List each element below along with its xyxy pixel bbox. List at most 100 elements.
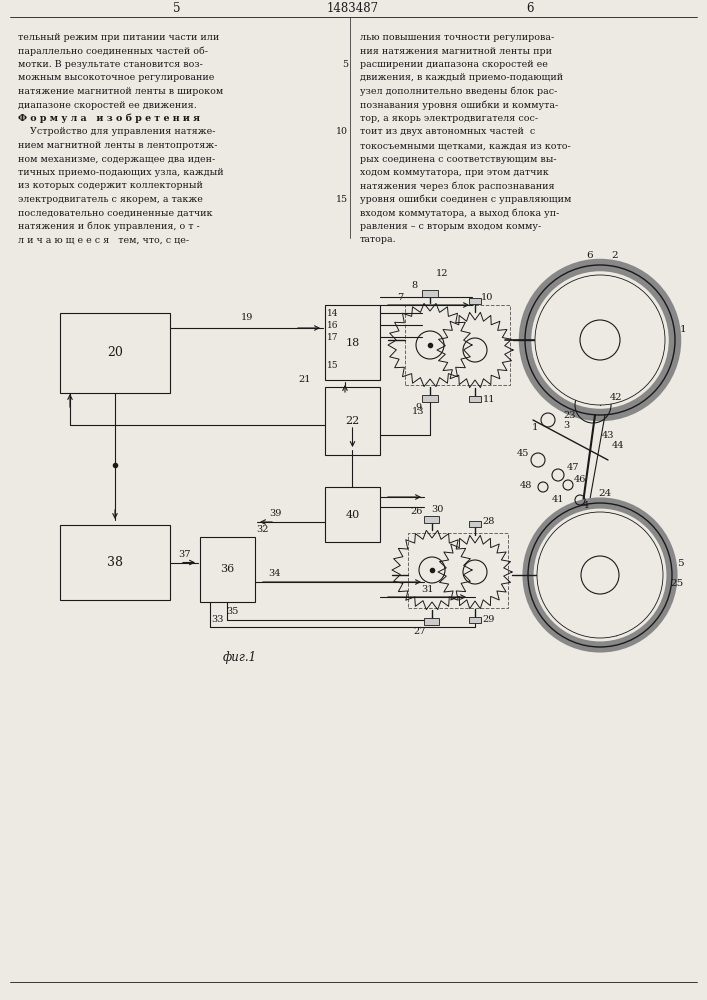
- Text: 9: 9: [415, 403, 421, 412]
- Bar: [325, 487, 380, 542]
- Text: 22: 22: [346, 416, 360, 426]
- Text: 38: 38: [107, 556, 123, 569]
- Text: 28: 28: [483, 518, 495, 526]
- Text: познавания уровня ошибки и коммута-: познавания уровня ошибки и коммута-: [360, 100, 559, 110]
- Text: 40: 40: [346, 510, 360, 520]
- Text: 7: 7: [397, 292, 403, 302]
- Bar: [469, 521, 481, 527]
- Text: 42: 42: [609, 392, 622, 401]
- Text: 5: 5: [677, 558, 683, 568]
- Text: натяжения через блок распознавания: натяжения через блок распознавания: [360, 181, 554, 191]
- Text: татора.: татора.: [360, 235, 397, 244]
- Bar: [469, 396, 481, 402]
- Text: 10: 10: [481, 294, 493, 302]
- Text: 25: 25: [670, 578, 684, 587]
- Bar: [424, 618, 439, 625]
- Text: 4: 4: [583, 500, 589, 510]
- Text: последовательно соединенные датчик: последовательно соединенные датчик: [18, 209, 213, 218]
- Text: 35: 35: [226, 607, 239, 616]
- Text: 19: 19: [241, 314, 254, 322]
- Text: 10: 10: [336, 127, 348, 136]
- Text: 33: 33: [212, 615, 224, 624]
- Text: 34: 34: [269, 570, 281, 578]
- Text: 32: 32: [257, 526, 269, 534]
- Text: 48: 48: [520, 481, 532, 489]
- Text: фиг.1: фиг.1: [223, 652, 257, 664]
- Text: нием магнитной ленты в лентопротяж-: нием магнитной ленты в лентопротяж-: [18, 141, 218, 150]
- Text: 5: 5: [173, 2, 181, 15]
- Bar: [60, 313, 170, 393]
- Circle shape: [535, 275, 665, 405]
- Text: входом коммутатора, а выход блока уп-: входом коммутатора, а выход блока уп-: [360, 208, 559, 218]
- Text: 27: 27: [414, 628, 426, 637]
- Text: диапазоне скоростей ее движения.: диапазоне скоростей ее движения.: [18, 101, 197, 109]
- Text: тор, а якорь электродвигателя сос-: тор, а якорь электродвигателя сос-: [360, 114, 538, 123]
- Text: узел дополнительно введены блок рас-: узел дополнительно введены блок рас-: [360, 87, 557, 96]
- Text: равления – с вторым входом комму-: равления – с вторым входом комму-: [360, 222, 542, 231]
- Text: уровня ошибки соединен с управляющим: уровня ошибки соединен с управляющим: [360, 195, 571, 204]
- Text: 15: 15: [327, 361, 339, 370]
- Text: 39: 39: [269, 510, 281, 518]
- Text: 21: 21: [299, 374, 311, 383]
- Text: 37: 37: [179, 550, 192, 559]
- Text: 17: 17: [327, 332, 339, 342]
- Text: 6: 6: [587, 250, 593, 259]
- Text: 1: 1: [679, 326, 686, 334]
- Bar: [422, 395, 438, 402]
- Text: расширении диапазона скоростей ее: расширении диапазона скоростей ее: [360, 60, 548, 69]
- Bar: [405, 305, 510, 385]
- Text: 13: 13: [411, 408, 424, 416]
- Bar: [60, 525, 170, 600]
- Text: 11: 11: [483, 395, 495, 404]
- Circle shape: [537, 512, 663, 638]
- Text: 43: 43: [602, 430, 614, 440]
- Text: 23: 23: [563, 410, 575, 420]
- Text: тичных приемо-подающих узла, каждый: тичных приемо-подающих узла, каждый: [18, 168, 223, 177]
- Text: натяжение магнитной ленты в широком: натяжение магнитной ленты в широком: [18, 87, 223, 96]
- Bar: [325, 305, 380, 380]
- Text: 44: 44: [612, 440, 624, 450]
- Text: 45: 45: [517, 448, 529, 458]
- Text: 15: 15: [336, 195, 348, 204]
- Bar: [422, 290, 438, 297]
- Bar: [325, 387, 380, 455]
- Bar: [424, 516, 439, 523]
- Text: из которых содержит коллекторный: из которых содержит коллекторный: [18, 182, 203, 190]
- Text: Устройство для управления натяже-: Устройство для управления натяже-: [18, 127, 216, 136]
- Text: 8: 8: [411, 280, 417, 290]
- Text: 36: 36: [221, 564, 235, 574]
- Text: токосъемными щетками, каждая из кото-: токосъемными щетками, каждая из кото-: [360, 141, 571, 150]
- Text: 12: 12: [436, 268, 448, 277]
- Bar: [408, 533, 508, 608]
- Text: движения, в каждый приемо-подающий: движения, в каждый приемо-подающий: [360, 74, 563, 83]
- Text: Ф о р м у л а   и з о б р е т е н и я: Ф о р м у л а и з о б р е т е н и я: [18, 114, 200, 123]
- Bar: [200, 537, 255, 602]
- Text: параллельно соединенных частей об-: параллельно соединенных частей об-: [18, 46, 208, 56]
- Text: 1: 1: [532, 422, 538, 432]
- Text: л и ч а ю щ е е с я   тем, что, с це-: л и ч а ю щ е е с я тем, что, с це-: [18, 235, 189, 244]
- Text: мотки. В результате становится воз-: мотки. В результате становится воз-: [18, 60, 203, 69]
- Text: рых соединена с соответствующим вы-: рых соединена с соответствующим вы-: [360, 154, 556, 163]
- Text: 31: 31: [421, 584, 434, 593]
- Text: 24: 24: [598, 488, 612, 497]
- Text: 41: 41: [551, 495, 564, 504]
- Text: электродвигатель с якорем, а также: электродвигатель с якорем, а также: [18, 195, 203, 204]
- Text: 5: 5: [342, 60, 348, 69]
- Text: ном механизме, содержащее два иден-: ном механизме, содержащее два иден-: [18, 154, 215, 163]
- Bar: [469, 617, 481, 623]
- Text: 30: 30: [431, 506, 443, 514]
- Text: 14: 14: [327, 308, 339, 318]
- Text: 26: 26: [411, 508, 423, 516]
- Text: 1483487: 1483487: [327, 2, 379, 15]
- Text: 6: 6: [526, 2, 534, 15]
- Text: тельный режим при питании части или: тельный режим при питании части или: [18, 33, 219, 42]
- Text: 29: 29: [483, 615, 495, 624]
- Text: можным высокоточное регулирование: можным высокоточное регулирование: [18, 74, 214, 83]
- Text: 46: 46: [574, 475, 586, 484]
- Text: 2: 2: [612, 250, 619, 259]
- Text: 3: 3: [563, 420, 569, 430]
- Text: 18: 18: [346, 338, 360, 348]
- Text: 20: 20: [107, 347, 123, 360]
- Text: 47: 47: [567, 462, 579, 472]
- Text: ния натяжения магнитной ленты при: ния натяжения магнитной ленты при: [360, 46, 552, 55]
